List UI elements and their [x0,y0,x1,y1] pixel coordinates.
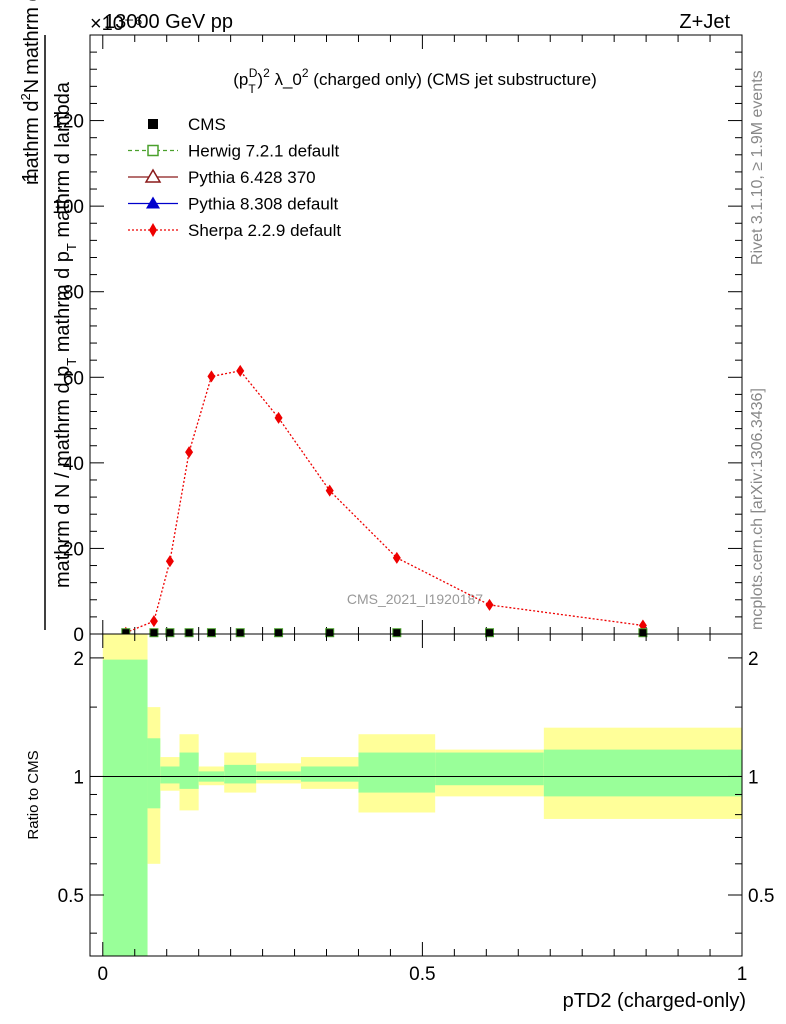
ratio-panel: 0.5 0.51 12 2 0 0.5 1 Ratio to CMS pTD2 (char… [25,633,775,1012]
herwig-point [184,628,194,638]
ratio-xtick-label: 0 [97,964,108,985]
ratio-band-green [102,659,148,956]
legend-label: CMS [188,115,226,134]
mcplots-label: mcplots.cern.ch [arXiv:1306.3436] [749,388,766,630]
ylabel-numerator: 1 [19,171,41,182]
main-ytick-label: 120 [52,112,84,133]
herwig-point [235,628,245,638]
cms-point [185,628,194,637]
main-ytick-label: 60 [63,368,84,389]
main-panel: 0 20 40 60 80 100 120 CMS_2021_I1920187 [52,34,743,646]
ratio-band-green [435,752,544,786]
ratio-band-green [147,738,161,809]
plot-title: (pTD)2 λ_02 (charged only) (CMS jet subs… [233,66,596,96]
cms-point [121,628,130,637]
cms-point [274,628,283,637]
sherpa-point [485,598,494,611]
sherpa-point [236,364,245,377]
process-label: Z+Jet [679,11,730,33]
ratio-xtick-labels: 0 0.5 1 [97,964,747,985]
ratio-ylabel: Ratio to CMS [25,750,42,839]
ratio-ytick-labels: 0.5 0.5 1 1 2 2 [58,649,775,907]
sherpa-point [274,411,283,424]
ylabel-denominator: mathrm d N / mathrm d pT mathrm d pT mat… [52,81,79,588]
main-ytick-label: 100 [52,197,84,218]
legend-label: Sherpa 2.2.9 default [188,221,341,240]
legend-label: Pythia 6.428 370 [188,168,316,187]
main-ytick-label: 40 [63,454,84,475]
cms-point [325,628,334,637]
main-ylabel: 1 mathrm d2N mathrm d N / mathrm d pT mat… [18,0,79,630]
main-ytick-label: 0 [73,625,84,646]
herwig-point [485,628,495,638]
energy-label: 13000 GeV pp [104,11,233,33]
ratio-ytick-label: 2 [73,649,84,670]
sherpa-point [207,370,216,383]
ratio-bands [102,634,742,956]
ratio-xtick-label: 0.5 [409,964,435,985]
herwig-point [325,628,335,638]
sherpa-point [165,555,174,568]
herwig-point [165,628,175,638]
legend-marker [146,196,160,209]
legend-label: Pythia 8.308 default [188,195,339,214]
ratio-band-green [160,766,180,784]
main-ytick-labels: 0 20 40 60 80 100 120 [52,112,84,646]
main-ticks [90,35,743,635]
legend-marker [147,144,159,157]
cms-point [638,628,647,637]
legend-marker [148,119,158,129]
cms-point [149,628,158,637]
ratio-ytick-label-right: 0.5 [748,886,774,907]
ratio-band-green [256,771,301,780]
ratio-band-green [179,752,199,789]
sherpa-point [325,484,334,497]
legend-marker [144,168,162,183]
herwig-point [392,628,402,638]
cms-point [236,628,245,637]
ratio-ytick-label: 1 [73,767,84,788]
sherpa-point [392,551,401,564]
ratio-ytick-label-right: 2 [748,649,759,670]
herwig-point [149,628,159,638]
exponent-label: ×10⁻⁶ [90,13,143,35]
cms-point [392,628,401,637]
ratio-xlabel: pTD2 (charged-only) [563,990,746,1012]
ratio-ytick-label-right: 1 [748,767,759,788]
cms-point [485,628,494,637]
ratio-xtick-label: 1 [737,964,748,985]
herwig-point [206,628,216,638]
ratio-ticks [90,634,743,956]
ratio-ytick-label: 0.5 [58,886,84,907]
legend-marker [149,223,157,237]
herwig-point [638,628,648,638]
main-ytick-label: 20 [63,539,84,560]
ratio-band-green [358,752,436,793]
ratio-band-green [543,749,742,797]
legend-label: Herwig 7.2.1 default [188,142,339,161]
ratio-band-green [300,766,359,782]
legend: CMS Herwig 7.2.1 default Pythia 6.428 370 P… [128,115,341,240]
watermark: CMS_2021_I1920187 [347,591,483,607]
main-ytick-label: 80 [63,283,84,304]
sherpa-series [121,364,647,639]
sherpa-point [185,446,194,459]
cms-point [207,628,216,637]
ratio-band-green [224,764,257,784]
rivet-label: Rivet 3.1.10, ≥ 1.9M events [749,70,766,265]
cms-series [121,628,648,638]
ratio-frame [89,633,743,957]
cms-point [165,628,174,637]
herwig-point [274,628,284,638]
sherpa-point [149,615,158,628]
